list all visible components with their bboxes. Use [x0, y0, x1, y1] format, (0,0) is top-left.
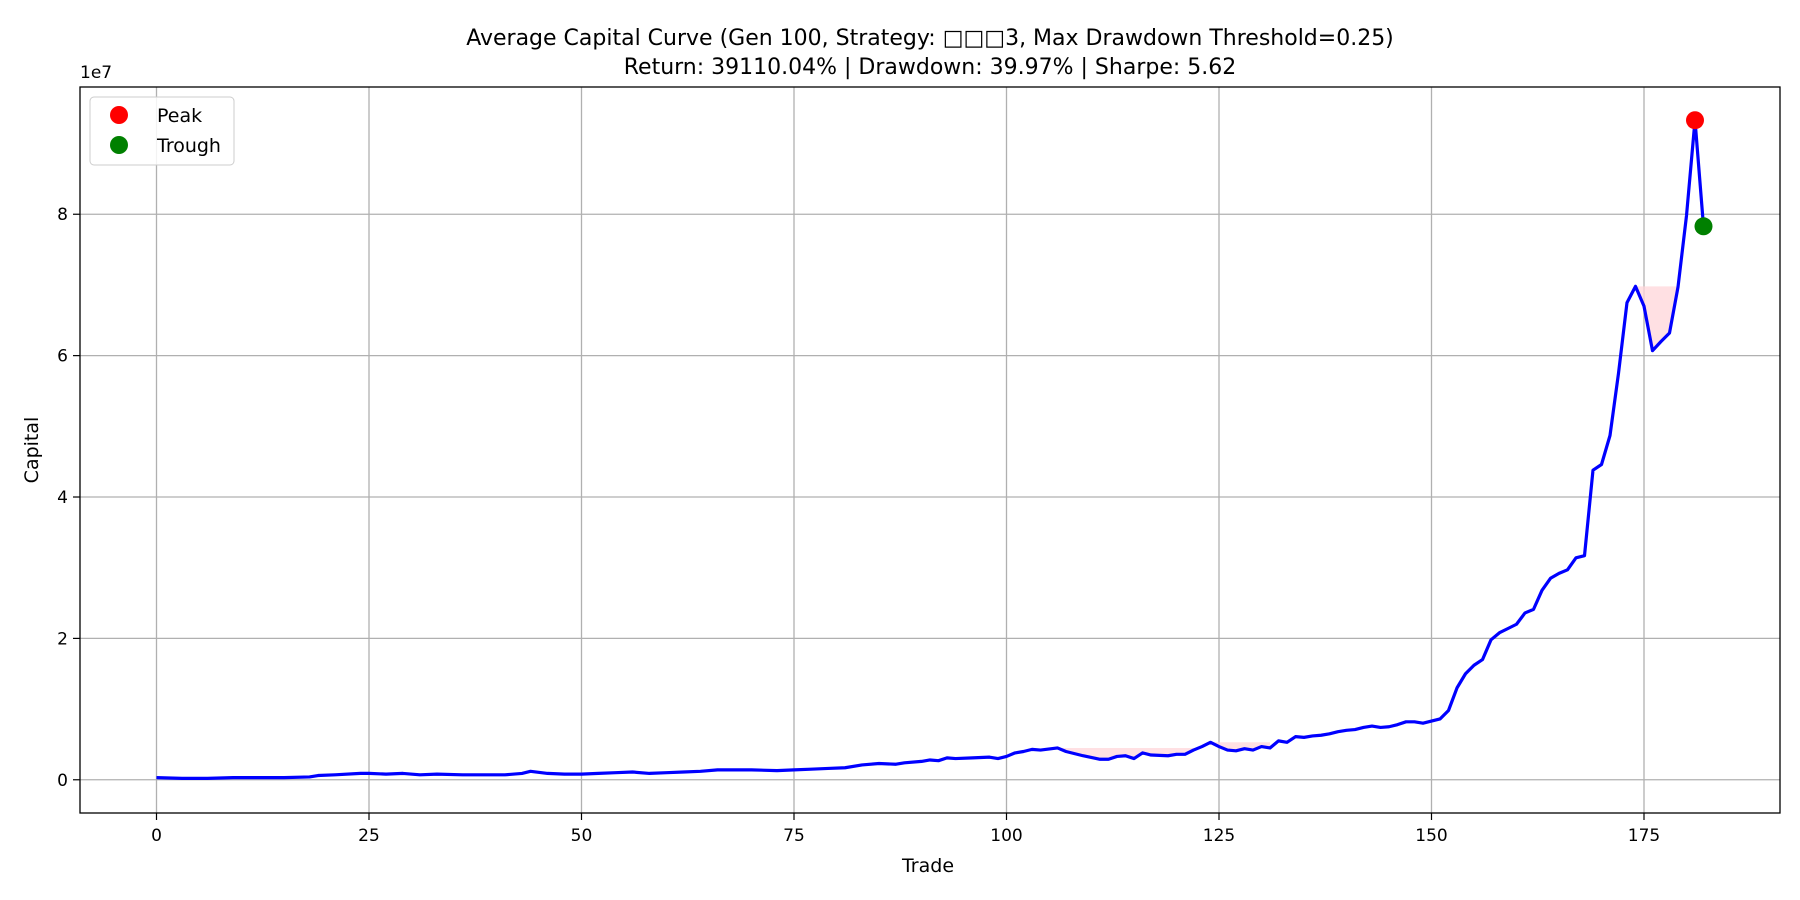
- chart-title: Average Capital Curve (Gen 100, Strategy…: [466, 26, 1394, 51]
- plot-frame: [79, 86, 1781, 814]
- x-tick-label: 50: [571, 826, 593, 846]
- extremum-markers: [1686, 111, 1713, 236]
- y-offset-label: 1e7: [80, 63, 112, 83]
- x-axis-ticks: 0 25 50 75 100 125 150 175: [151, 813, 1660, 846]
- x-tick-label: 75: [783, 826, 805, 846]
- y-tick-label: 4: [57, 488, 68, 508]
- y-tick-label: 8: [57, 205, 68, 225]
- y-axis-ticks: 0 2 4 6 8: [57, 205, 80, 791]
- x-tick-label: 150: [1415, 826, 1447, 846]
- capital-curve-line: [156, 118, 1706, 780]
- y-axis-label: Capital: [21, 417, 43, 484]
- plot-background: [80, 87, 1780, 813]
- x-tick-label: 100: [990, 826, 1022, 846]
- y-tick-label: 2: [57, 629, 68, 649]
- legend-peak-label: Peak: [157, 105, 202, 127]
- x-tick-label: 175: [1628, 826, 1660, 846]
- x-axis-label: Trade: [901, 855, 954, 877]
- x-tick-label: 0: [151, 826, 162, 846]
- y-tick-label: 0: [57, 771, 68, 791]
- trough-marker: [1694, 217, 1713, 236]
- y-tick-label: 6: [57, 347, 68, 367]
- legend: Peak Trough: [89, 96, 235, 166]
- peak-marker: [1686, 111, 1704, 130]
- chart-subtitle: Return: 39110.04% | Drawdown: 39.97% | S…: [624, 55, 1237, 80]
- legend-peak-marker: [110, 106, 128, 124]
- legend-trough-label: Trough: [156, 135, 221, 157]
- legend-trough-marker: [110, 136, 128, 154]
- x-tick-label: 125: [1203, 826, 1235, 846]
- grid-lines: [80, 87, 1780, 813]
- x-tick-label: 25: [358, 826, 380, 846]
